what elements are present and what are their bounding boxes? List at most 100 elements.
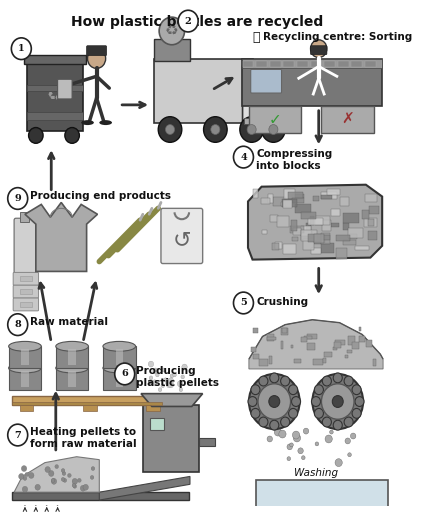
Text: Crushing: Crushing	[256, 297, 308, 307]
Circle shape	[8, 188, 28, 209]
Polygon shape	[141, 394, 203, 407]
FancyBboxPatch shape	[143, 406, 199, 473]
Circle shape	[344, 417, 353, 427]
FancyBboxPatch shape	[323, 358, 326, 363]
FancyBboxPatch shape	[308, 234, 321, 242]
FancyBboxPatch shape	[283, 201, 291, 208]
Circle shape	[240, 117, 263, 142]
FancyBboxPatch shape	[161, 208, 203, 264]
Circle shape	[267, 436, 272, 442]
Text: 7: 7	[14, 431, 21, 439]
Ellipse shape	[103, 363, 136, 373]
Text: 5: 5	[240, 298, 247, 308]
Circle shape	[72, 478, 78, 484]
Circle shape	[258, 384, 291, 419]
Circle shape	[303, 428, 309, 434]
FancyBboxPatch shape	[321, 233, 330, 244]
Text: ↺: ↺	[172, 230, 191, 250]
Circle shape	[287, 444, 292, 450]
Circle shape	[233, 146, 253, 168]
FancyBboxPatch shape	[12, 401, 162, 406]
FancyBboxPatch shape	[292, 194, 304, 198]
Ellipse shape	[9, 363, 41, 373]
FancyBboxPatch shape	[12, 492, 189, 500]
Circle shape	[322, 417, 331, 427]
FancyBboxPatch shape	[306, 223, 310, 231]
Circle shape	[162, 368, 165, 372]
FancyBboxPatch shape	[338, 60, 349, 68]
FancyBboxPatch shape	[282, 328, 287, 332]
Circle shape	[281, 376, 290, 386]
Text: Producing: Producing	[136, 366, 195, 376]
Circle shape	[320, 511, 328, 512]
Circle shape	[325, 435, 332, 443]
Circle shape	[352, 385, 361, 395]
FancyBboxPatch shape	[345, 355, 348, 358]
Text: Heating pellets to: Heating pellets to	[30, 427, 136, 437]
Circle shape	[332, 396, 343, 408]
FancyBboxPatch shape	[83, 406, 97, 411]
Circle shape	[178, 10, 198, 32]
Circle shape	[314, 409, 323, 418]
FancyBboxPatch shape	[27, 85, 83, 91]
FancyBboxPatch shape	[291, 237, 298, 241]
Circle shape	[23, 477, 27, 480]
Circle shape	[251, 385, 260, 395]
FancyBboxPatch shape	[12, 396, 162, 406]
Circle shape	[21, 465, 27, 472]
FancyBboxPatch shape	[284, 188, 295, 200]
FancyBboxPatch shape	[281, 202, 285, 206]
FancyBboxPatch shape	[304, 336, 312, 339]
Circle shape	[149, 376, 153, 380]
FancyBboxPatch shape	[87, 46, 107, 56]
Circle shape	[168, 378, 174, 384]
Text: ♻: ♻	[165, 24, 179, 38]
FancyBboxPatch shape	[291, 346, 293, 348]
FancyBboxPatch shape	[368, 231, 377, 240]
Circle shape	[63, 478, 67, 482]
FancyBboxPatch shape	[308, 218, 323, 225]
Circle shape	[314, 385, 323, 395]
FancyBboxPatch shape	[327, 188, 340, 195]
Circle shape	[170, 374, 174, 378]
FancyBboxPatch shape	[242, 65, 290, 122]
FancyBboxPatch shape	[269, 356, 272, 364]
FancyBboxPatch shape	[313, 196, 319, 201]
FancyBboxPatch shape	[242, 58, 382, 69]
Circle shape	[330, 430, 333, 434]
Circle shape	[315, 442, 319, 446]
FancyBboxPatch shape	[154, 39, 190, 60]
FancyBboxPatch shape	[24, 55, 86, 65]
Text: Producing end products: Producing end products	[30, 190, 171, 201]
FancyBboxPatch shape	[252, 354, 259, 359]
FancyBboxPatch shape	[343, 240, 356, 245]
FancyBboxPatch shape	[295, 204, 310, 214]
FancyBboxPatch shape	[261, 198, 270, 204]
FancyBboxPatch shape	[355, 246, 368, 250]
Circle shape	[73, 484, 77, 488]
FancyBboxPatch shape	[19, 406, 33, 411]
Circle shape	[161, 384, 165, 388]
Text: ③: ③	[252, 31, 260, 44]
Circle shape	[35, 484, 40, 490]
Circle shape	[247, 124, 256, 135]
FancyBboxPatch shape	[348, 336, 355, 346]
Text: Compressing: Compressing	[256, 149, 333, 159]
FancyBboxPatch shape	[315, 216, 330, 225]
Circle shape	[181, 375, 184, 379]
FancyBboxPatch shape	[365, 60, 376, 68]
FancyBboxPatch shape	[336, 248, 347, 259]
Circle shape	[269, 396, 280, 408]
Circle shape	[164, 378, 167, 382]
FancyBboxPatch shape	[270, 60, 281, 68]
FancyBboxPatch shape	[307, 344, 315, 350]
Circle shape	[350, 433, 356, 439]
FancyBboxPatch shape	[359, 327, 361, 331]
FancyBboxPatch shape	[323, 235, 330, 240]
Circle shape	[321, 384, 354, 419]
Circle shape	[345, 438, 350, 444]
FancyBboxPatch shape	[310, 60, 321, 68]
FancyBboxPatch shape	[270, 215, 278, 222]
Circle shape	[173, 373, 176, 377]
Circle shape	[168, 382, 174, 388]
